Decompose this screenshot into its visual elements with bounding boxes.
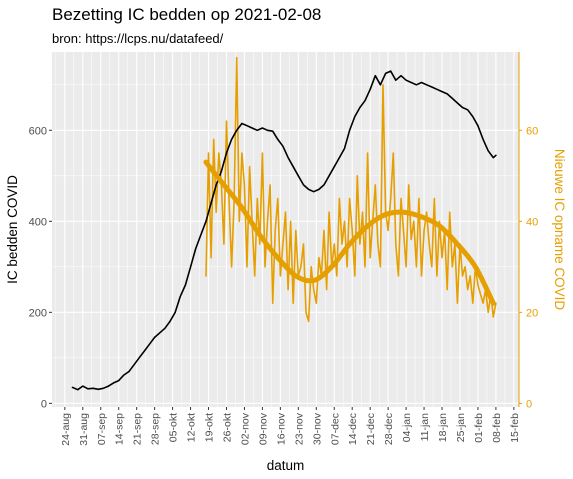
x-axis-ticks: 24-aug 31-aug 07-sep 14-sep 21-sep 28-sep 05-o… (60, 407, 521, 446)
x-tick-label: 26-okt (221, 413, 233, 442)
y2-tick-label: 60 (526, 125, 538, 137)
x-tick-label: 14-dec (347, 413, 359, 445)
x-tick-label: 21-sep (132, 413, 144, 445)
chart-subtitle: bron: https://lcps.nu/datafeed/ (52, 31, 224, 46)
x-tick-label: 12-okt (186, 413, 198, 442)
x-tick-label: 28-dec (383, 413, 395, 445)
x-tick-label: 31-aug (78, 413, 90, 446)
ic-beds-line (71, 70, 497, 391)
left-y-axis-label: IC bedden COVID (5, 175, 20, 284)
x-tick-label: 02-nov (239, 412, 251, 445)
y-tick-label: 0 (41, 398, 47, 410)
series-layer (71, 56, 497, 391)
x-tick-label: 07-dec (329, 413, 341, 445)
x-tick-label: 28-sep (150, 413, 162, 445)
x-tick-label: 09-nov (257, 412, 269, 445)
x-tick-label: 21-dec (365, 413, 377, 445)
new-ic-admissions-line (205, 56, 497, 323)
x-tick-label: 08-feb (491, 413, 503, 443)
x-tick-label: 18-jan (437, 413, 449, 442)
y2-tick-label: 20 (526, 307, 538, 319)
y2-tick-label: 40 (526, 216, 538, 228)
x-tick-label: 04-jan (401, 413, 413, 442)
right-y-axis-label: Nieuwe IC opname COVID (552, 149, 567, 311)
y-tick-label: 600 (29, 125, 47, 137)
x-tick-label: 05-okt (168, 413, 180, 442)
x-tick-label: 15-feb (509, 413, 521, 443)
y-tick-label: 400 (29, 216, 47, 228)
x-tick-label: 11-jan (419, 413, 431, 442)
x-tick-label: 24-aug (60, 413, 72, 446)
right-axis-ticks: 0 20 40 60 (519, 125, 538, 410)
y2-tick-label: 0 (526, 398, 532, 410)
chart-title: Bezetting IC bedden op 2021-02-08 (52, 5, 322, 24)
x-tick-label: 01-feb (473, 413, 485, 443)
x-tick-label: 16-nov (275, 412, 287, 445)
x-tick-label: 25-jan (455, 413, 467, 442)
x-tick-label: 19-okt (204, 413, 216, 442)
x-axis-label: datum (267, 458, 305, 473)
y-tick-label: 200 (29, 307, 47, 319)
x-tick-label: 14-sep (114, 413, 126, 445)
new-ic-admissions-smooth (203, 159, 496, 306)
x-tick-label: 07-sep (96, 413, 108, 445)
x-tick-label: 23-nov (293, 412, 305, 445)
left-axis-ticks: 0 200 400 600 (29, 125, 52, 410)
x-tick-label: 30-nov (311, 412, 323, 445)
